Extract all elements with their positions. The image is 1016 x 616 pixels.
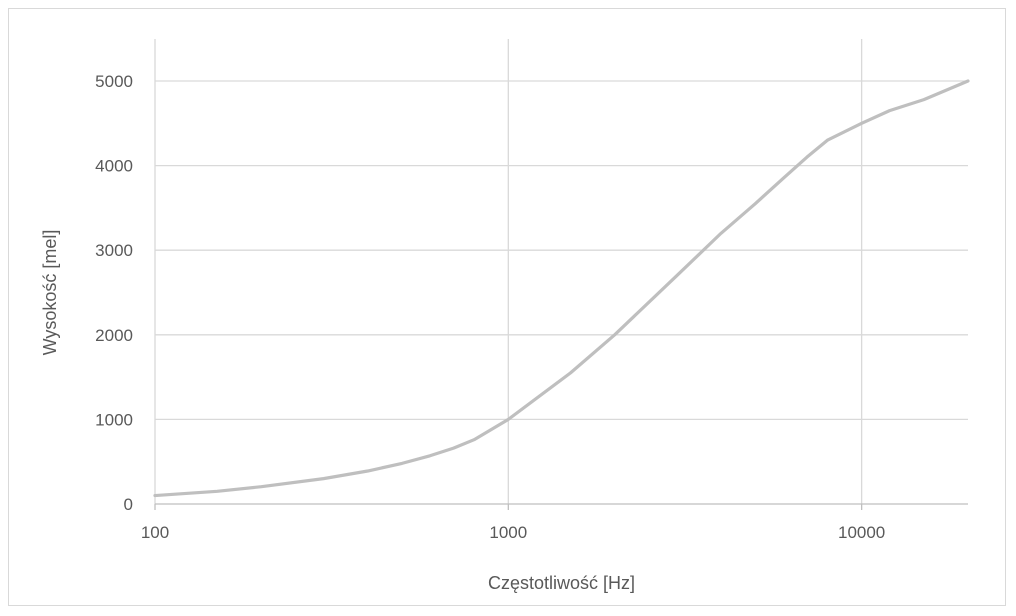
y-axis-title: Wysokość [mel] bbox=[40, 230, 60, 356]
y-tick-label: 0 bbox=[124, 495, 133, 514]
y-tick-label: 3000 bbox=[95, 241, 133, 260]
x-tick-label: 10000 bbox=[838, 523, 885, 542]
series-line bbox=[153, 79, 970, 498]
grid-layer bbox=[154, 39, 968, 504]
chart-svg: 0 1000 2000 3000 4000 5000 100 1000 10000 Często… bbox=[40, 39, 970, 593]
x-tick-label: 100 bbox=[141, 523, 169, 542]
y-tick-label: 1000 bbox=[95, 410, 133, 429]
label-layer: 0 1000 2000 3000 4000 5000 100 1000 10000 bbox=[95, 72, 885, 542]
x-tick-label: 1000 bbox=[489, 523, 527, 542]
axis-layer bbox=[154, 503, 968, 510]
x-axis-title: Częstotliwość [Hz] bbox=[488, 573, 635, 593]
y-tick-label: 2000 bbox=[95, 326, 133, 345]
y-tick-label: 5000 bbox=[95, 72, 133, 91]
y-tick-label: 4000 bbox=[95, 157, 133, 176]
chart-area: 0 1000 2000 3000 4000 5000 100 1000 10000 Często… bbox=[8, 8, 1006, 606]
series-layer bbox=[153, 79, 970, 498]
